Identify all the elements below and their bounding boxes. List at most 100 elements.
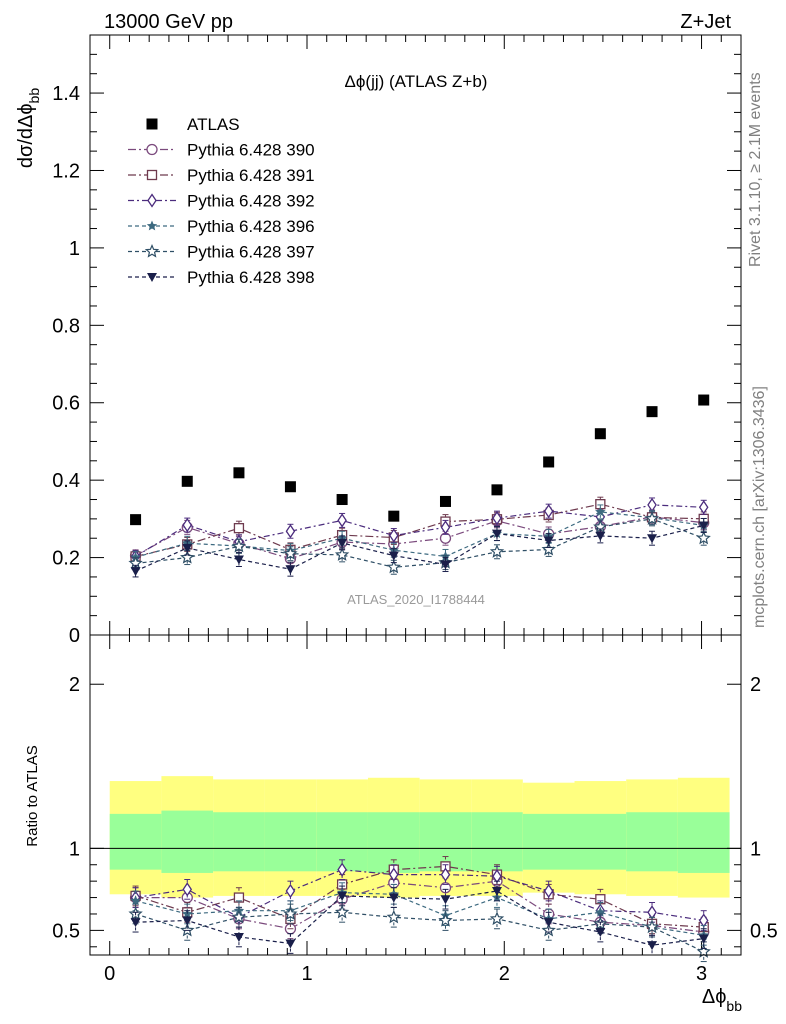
- legend-entry: Pythia 6.428 391: [128, 166, 315, 185]
- ratio-bands-layer: [109, 776, 730, 898]
- legend-label: Pythia 6.428 390: [187, 141, 315, 160]
- x-axis-label-sub: bb: [726, 998, 742, 1014]
- main-y-axis-title: dσ/dΔϕbb: [15, 88, 42, 169]
- main-data-point: [439, 495, 451, 507]
- main-y-tick-label: 1.4: [52, 83, 80, 105]
- x-axis-label: Δϕ: [702, 986, 727, 1008]
- main-data-point: [283, 546, 298, 560]
- uncertainty-band-inner: [109, 813, 162, 870]
- uncertainty-band-inner: [264, 812, 317, 872]
- x-tick-label: 0: [104, 963, 115, 985]
- ratio-data-point: [491, 887, 502, 896]
- main-data-point: [388, 551, 399, 561]
- legend-label: Pythia 6.428 397: [187, 243, 315, 262]
- main-data-point: [182, 517, 193, 533]
- legend-marker: [144, 243, 160, 258]
- main-data-point: [386, 559, 401, 574]
- main-series-line: [135, 516, 704, 560]
- main-series-5: [128, 511, 711, 575]
- ratio-data-point: [543, 883, 554, 899]
- ratio-y-tick-label: 0.5: [52, 920, 80, 942]
- ratio-series-line: [135, 891, 704, 936]
- ratio-data-point: [388, 893, 399, 903]
- ratio-data-point: [130, 895, 141, 906]
- x-tick-labels: 0 1 2 3: [104, 963, 707, 985]
- ratio-data-point: [440, 867, 451, 882]
- main-data-point: [440, 520, 451, 535]
- svg-text:dσ/dΔϕbb: dσ/dΔϕbb: [15, 88, 42, 169]
- legend-entry: Pythia 6.428 390: [128, 141, 315, 160]
- ratio-data-point: [543, 918, 554, 928]
- ratio-series-line: [135, 890, 704, 946]
- main-data-point: [698, 500, 709, 515]
- ratio-data-point: [644, 919, 660, 934]
- uncertainty-band-inner: [677, 812, 730, 873]
- legend-marker: [147, 193, 157, 208]
- legend-entry: ATLAS: [146, 115, 240, 134]
- main-data-point: [231, 538, 247, 553]
- main-data-point: [698, 394, 710, 406]
- ratio-data-point: [182, 916, 193, 926]
- main-data-point: [491, 529, 502, 539]
- uncertainty-band-inner: [574, 813, 627, 870]
- uncertainty-band-inner: [161, 810, 214, 873]
- main-series-6: [130, 517, 709, 578]
- main-data-point: [284, 481, 296, 493]
- legend-marker: [146, 143, 158, 156]
- uncertainty-band-inner: [213, 812, 265, 872]
- main-series-line: [135, 503, 704, 557]
- side-label-mcplots: mcplots.cern.ch [arXiv:1306.3436]: [751, 386, 768, 628]
- main-data-point: [594, 428, 606, 440]
- main-data-point: [337, 538, 348, 548]
- ratio-series-line: [135, 869, 704, 922]
- main-y-tick-label: 0.2: [52, 548, 80, 570]
- header-left-label: 13000 GeV pp: [104, 11, 233, 33]
- ratio-panel: 0.5 0.5 1 1 2 2 0 1 2 3 Ratio to ATLAS Δϕbb: [24, 634, 778, 1014]
- header-right-label: Z+Jet: [680, 11, 731, 33]
- uncertainty-band-inner: [522, 813, 575, 870]
- ratio-data-point: [130, 918, 141, 928]
- main-data-point: [389, 528, 399, 543]
- ratio-data-point: [438, 912, 453, 927]
- x-tick-label: 1: [301, 963, 312, 985]
- main-data-point: [541, 541, 556, 556]
- main-data-point: [440, 560, 451, 570]
- main-data-point: [233, 467, 245, 479]
- ratio-data-point: [231, 909, 247, 924]
- ratio-data-point: [283, 906, 298, 921]
- ratio-data-point: [698, 934, 709, 944]
- main-data-point: [334, 547, 350, 561]
- ratio-y-tick-label: 1: [69, 838, 80, 860]
- legend-label: Pythia 6.428 398: [187, 268, 315, 287]
- ratio-y-axis-label: Ratio to ATLAS: [24, 745, 41, 846]
- legend-label: Pythia 6.428 392: [187, 192, 315, 211]
- legend-marker: [146, 220, 158, 231]
- main-data-point: [644, 511, 660, 525]
- ratio-data-point: [440, 895, 451, 905]
- ratio-data-point: [489, 911, 505, 926]
- main-chart-title: Δϕ(jj) (ATLAS Z+b): [345, 72, 488, 91]
- main-data-point: [646, 406, 658, 418]
- main-data-point: [696, 530, 711, 545]
- x-axis-title: Δϕbb: [702, 986, 742, 1014]
- ratio-y-tick-label-right: 2: [750, 674, 761, 696]
- main-data-point: [233, 523, 245, 534]
- uncertainty-band-inner: [471, 812, 523, 872]
- ratio-y-tick-labels: 0.5 0.5 1 1 2 2: [52, 674, 778, 942]
- ratio-series-line: [135, 911, 704, 953]
- main-data-point: [388, 510, 400, 522]
- legend-marker: [146, 169, 158, 181]
- main-data-point: [181, 475, 193, 487]
- ratio-data-point: [696, 944, 711, 958]
- ratio-y-tick-label-right: 1: [750, 838, 761, 860]
- main-data-point: [595, 506, 606, 517]
- side-label-rivet: Rivet 3.1.10, ≥ 2.1M events: [747, 72, 764, 267]
- main-data-point: [337, 513, 347, 528]
- main-data-point: [595, 531, 606, 541]
- ratio-y-tick-label: 2: [69, 674, 80, 696]
- main-data-point: [285, 524, 296, 539]
- main-data-point: [285, 565, 296, 575]
- main-data-point: [130, 514, 142, 526]
- legend-entry: Pythia 6.428 398: [128, 268, 315, 287]
